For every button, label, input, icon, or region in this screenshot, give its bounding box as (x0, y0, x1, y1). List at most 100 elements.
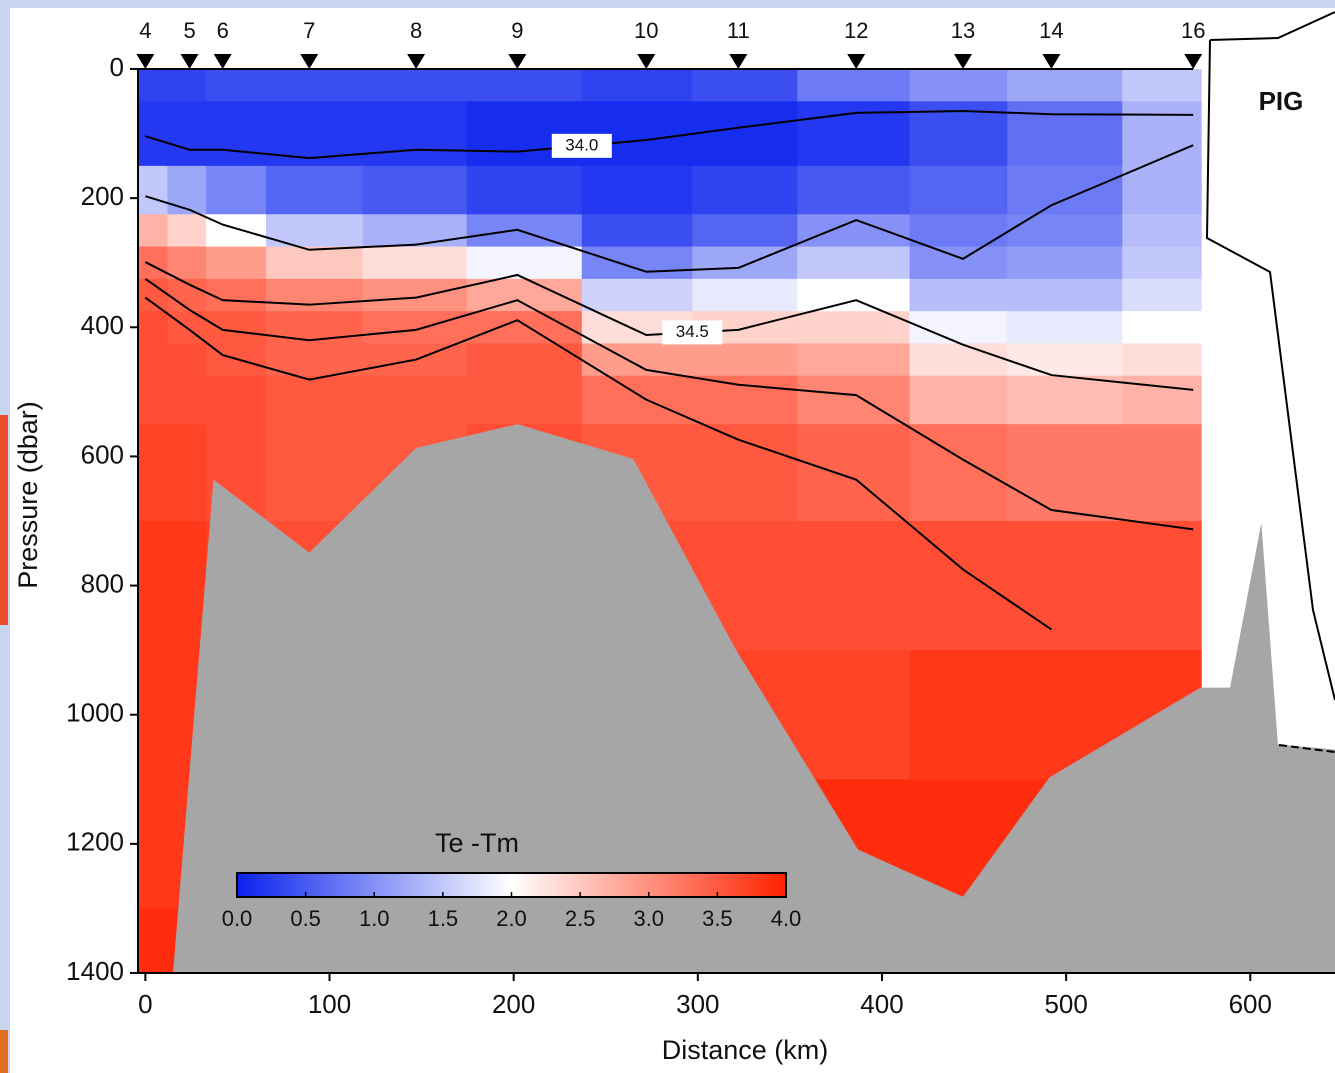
field-cell (1122, 165, 1202, 215)
x-tick-label: 500 (1044, 989, 1087, 1019)
field-cell (466, 311, 583, 344)
field-cell (265, 375, 364, 425)
field-cell (138, 424, 168, 522)
y-tick-label: 400 (81, 310, 124, 340)
field-cell (138, 521, 168, 651)
field-cell (138, 908, 168, 974)
ice-shelf-outline (1205, 39, 1335, 701)
field-cell (206, 246, 267, 280)
field-cell (797, 101, 911, 167)
field-cell (1122, 101, 1202, 167)
x-tick-label: 400 (860, 989, 903, 1019)
station-marker (407, 54, 426, 69)
field-cell (265, 246, 364, 280)
field-cell (1122, 343, 1202, 377)
bathymetry-layer (172, 424, 1335, 974)
y-tick-label: 1200 (66, 827, 124, 857)
field-cell (797, 278, 911, 312)
colorbar-tick-label: 0.0 (222, 906, 253, 931)
station-label: 9 (511, 18, 523, 43)
field-cell (265, 343, 364, 377)
y-axis-label: Pressure (dbar) (13, 401, 43, 589)
ice-shelf-base (1278, 744, 1335, 753)
colorbar-tick-label: 0.5 (290, 906, 321, 931)
ice-shelf-label: PIG (1259, 86, 1304, 116)
station-marker (1042, 54, 1061, 69)
field-cell (797, 69, 911, 102)
field-cell (1007, 375, 1123, 425)
field-cell (909, 311, 1008, 344)
field-cell (466, 375, 583, 425)
field-cell (692, 424, 798, 522)
field-cell (909, 278, 1008, 312)
field-cell (138, 246, 168, 280)
x-tick-label: 300 (676, 989, 719, 1019)
field-cell (797, 214, 911, 248)
field-cell (138, 69, 168, 102)
field-cell (692, 278, 798, 312)
station-label: 11 (727, 18, 750, 43)
ice-shelf-outline (1209, 11, 1335, 41)
x-tick-label: 200 (492, 989, 535, 1019)
field-cell (1007, 424, 1123, 522)
station-label: 8 (410, 18, 422, 43)
field-cell (797, 311, 911, 344)
slide-accent (0, 415, 8, 625)
field-cell (362, 101, 468, 167)
field-cell (797, 521, 911, 651)
field-cell (1122, 424, 1202, 522)
field-cell (1007, 69, 1123, 102)
station-marker (300, 54, 319, 69)
field-cell (581, 214, 693, 248)
field-cell (265, 311, 364, 344)
station-label: 12 (844, 18, 868, 43)
field-cell (167, 69, 207, 102)
field-cell (692, 165, 798, 215)
field-cell (362, 375, 468, 425)
field-cell (797, 165, 911, 215)
contour-line (144, 278, 1194, 531)
field-cell (265, 165, 364, 215)
y-tick-label: 200 (81, 181, 124, 211)
field-cell (466, 246, 583, 280)
field-cell (797, 246, 911, 280)
field-cell (692, 69, 798, 102)
station-label: 16 (1181, 18, 1205, 43)
station-label: 10 (634, 18, 658, 43)
field-cell (1007, 311, 1123, 344)
station-label: 6 (217, 18, 229, 43)
field-cell (581, 375, 693, 425)
field-cell (909, 424, 1008, 522)
station-marker (954, 54, 973, 69)
field-cell (466, 278, 583, 312)
field-cell (909, 375, 1008, 425)
contour-line (144, 261, 1194, 391)
field-cell (167, 101, 207, 167)
field-cell (138, 375, 168, 425)
field-cell (265, 424, 364, 522)
contour-line (144, 296, 1052, 631)
field-cell (692, 246, 798, 280)
field-cell (797, 650, 911, 780)
field-cell (167, 165, 207, 215)
field-cell (138, 311, 168, 344)
field-cell (362, 278, 468, 312)
field-cell (692, 375, 798, 425)
field-cell (1007, 343, 1123, 377)
field-cell (138, 214, 168, 248)
field-cell (138, 779, 168, 909)
field-cell (138, 101, 168, 167)
x-tick-label: 0 (138, 989, 152, 1019)
field-cell (167, 424, 207, 522)
contour-label: 34.5 (676, 322, 709, 341)
field-cell (909, 214, 1008, 248)
field-cell (206, 101, 267, 167)
field-cell (692, 214, 798, 248)
field-cell (692, 101, 798, 167)
field-cell (1122, 521, 1202, 651)
colorbar-tick-label: 3.0 (633, 906, 664, 931)
field-cell (167, 214, 207, 248)
contour-layer: 34.0 34.5 (144, 109, 1194, 631)
y-tick-label: 1400 (66, 956, 124, 986)
